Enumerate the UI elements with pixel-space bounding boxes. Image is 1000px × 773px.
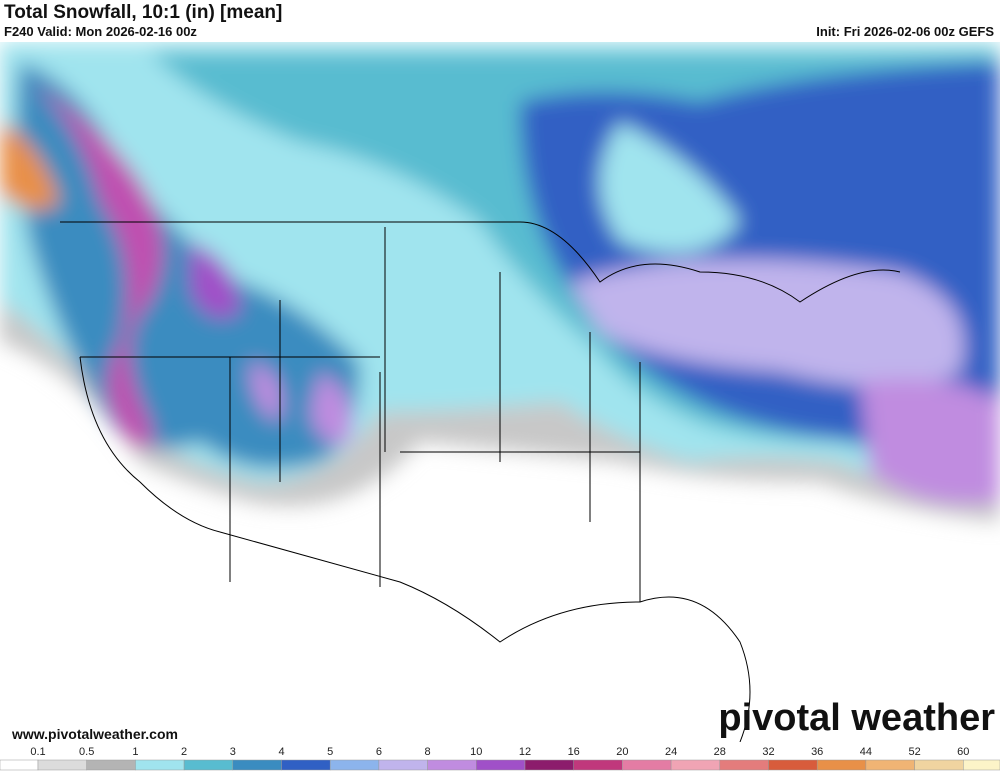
colorbar-label: 32 <box>762 746 774 758</box>
color-swatch <box>427 759 477 771</box>
color-swatch <box>135 759 185 771</box>
map-title: Total Snowfall, 10:1 (in) [mean] <box>4 2 283 23</box>
colorbar-label: 6 <box>376 746 382 758</box>
colorbar-label: 20 <box>616 746 628 758</box>
colorbar-label: 1 <box>132 746 138 758</box>
color-swatch <box>622 759 672 771</box>
color-swatch <box>524 759 574 771</box>
color-swatch <box>0 759 39 771</box>
colorbar-label: 5 <box>327 746 333 758</box>
borders <box>60 221 901 742</box>
color-swatch <box>816 759 867 771</box>
color-swatch <box>476 759 526 771</box>
color-swatch <box>183 759 234 771</box>
init-time: Init: Fri 2026-02-06 00z GEFS <box>816 24 994 39</box>
color-swatch <box>378 759 428 771</box>
colorbar: 0.1 0.5 1 2 3 4 5 6 8 10 12 16 20 24 28 32 36 44 52 60 <box>0 746 1000 771</box>
colorbar-label: 60 <box>957 746 969 758</box>
color-swatch <box>719 759 769 771</box>
colorbar-label: 0.5 <box>79 746 94 758</box>
colorbar-label: 10 <box>470 746 482 758</box>
snowfall-map: pivotal weather www.pivotalweather.com <box>0 42 1000 742</box>
color-swatch <box>37 759 87 771</box>
logo: pivotal weather <box>718 697 995 739</box>
color-swatch <box>768 759 818 771</box>
color-swatch <box>86 759 136 771</box>
color-swatch <box>281 759 331 771</box>
colorbar-label: 44 <box>860 746 872 758</box>
color-swatch <box>865 759 915 771</box>
colorbar-label: 52 <box>908 746 920 758</box>
color-swatch <box>232 759 282 771</box>
website: www.pivotalweather.com <box>11 726 178 742</box>
colorbar-label: 16 <box>568 746 580 758</box>
color-swatch <box>573 759 623 771</box>
valid-time: F240 Valid: Mon 2026-02-16 00z <box>4 24 197 39</box>
colorbar-label: 24 <box>665 746 677 758</box>
color-swatch <box>670 759 721 771</box>
colorbar-label: 0.1 <box>30 746 45 758</box>
color-swatch <box>914 759 964 771</box>
colorbar-label: 3 <box>230 746 236 758</box>
colorbar-label: 8 <box>425 746 431 758</box>
color-swatch <box>329 759 380 771</box>
colorbar-label: 36 <box>811 746 823 758</box>
color-swatch <box>963 759 1000 771</box>
colorbar-label: 28 <box>714 746 726 758</box>
colorbar-label: 4 <box>278 746 284 758</box>
colorbar-label: 2 <box>181 746 187 758</box>
colorbar-label: 12 <box>519 746 531 758</box>
